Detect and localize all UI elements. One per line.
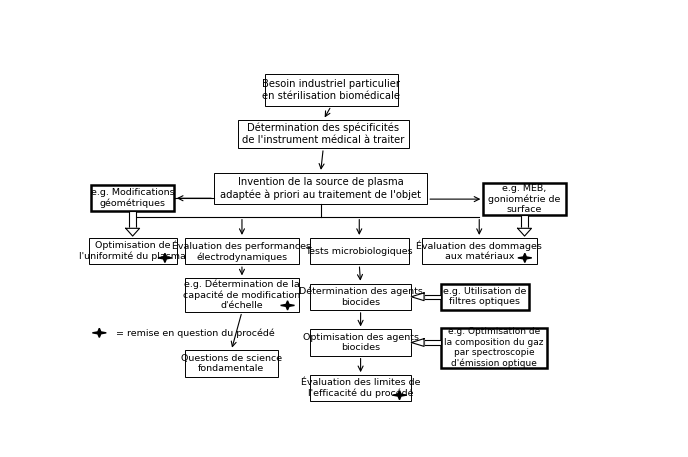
Text: Tests microbiologiques: Tests microbiologiques bbox=[305, 246, 413, 255]
FancyBboxPatch shape bbox=[310, 283, 411, 310]
FancyBboxPatch shape bbox=[440, 328, 547, 368]
Polygon shape bbox=[281, 301, 294, 310]
Text: e.g. Utilisation de
filtres optiques: e.g. Utilisation de filtres optiques bbox=[443, 287, 526, 307]
Bar bbox=[424, 340, 440, 345]
Polygon shape bbox=[158, 253, 172, 262]
FancyBboxPatch shape bbox=[238, 120, 409, 148]
FancyBboxPatch shape bbox=[310, 375, 411, 401]
Text: e.g. MEB,
goniométrie de
surface: e.g. MEB, goniométrie de surface bbox=[488, 184, 561, 214]
FancyBboxPatch shape bbox=[265, 74, 398, 106]
Text: Détermination des spécificités
de l'instrument médical à traiter: Détermination des spécificités de l'inst… bbox=[242, 123, 405, 145]
FancyBboxPatch shape bbox=[184, 351, 278, 377]
Polygon shape bbox=[411, 293, 424, 301]
Text: Évaluation des limites de
l'efficacité du procédé: Évaluation des limites de l'efficacité d… bbox=[301, 378, 420, 398]
Text: Évaluation des dommages
aux matériaux: Évaluation des dommages aux matériaux bbox=[416, 240, 542, 261]
FancyBboxPatch shape bbox=[422, 238, 537, 264]
Bar bbox=[129, 212, 136, 228]
Text: e.g. Optimisation de
la composition du gaz
par spectroscopie
d'émission optique: e.g. Optimisation de la composition du g… bbox=[444, 327, 544, 368]
FancyBboxPatch shape bbox=[92, 185, 174, 212]
Text: Invention de la source de plasma
adaptée à priori au traitement de l'objet: Invention de la source de plasma adaptée… bbox=[220, 177, 421, 200]
Text: e.g. Détermination de la
capacité de modification
d'échelle: e.g. Détermination de la capacité de mod… bbox=[183, 280, 301, 310]
Text: = remise en question du procédé: = remise en question du procédé bbox=[116, 328, 275, 338]
Polygon shape bbox=[92, 328, 106, 337]
Text: Besoin industriel particulier
en stérilisation biomédicale: Besoin industriel particulier en stérili… bbox=[262, 79, 400, 101]
Bar bbox=[424, 295, 440, 299]
FancyBboxPatch shape bbox=[310, 329, 411, 356]
Polygon shape bbox=[517, 228, 532, 236]
Polygon shape bbox=[126, 228, 140, 236]
Polygon shape bbox=[411, 339, 424, 346]
FancyBboxPatch shape bbox=[184, 238, 299, 264]
FancyBboxPatch shape bbox=[214, 173, 427, 204]
FancyBboxPatch shape bbox=[483, 183, 566, 215]
Text: Questions de science
fondamentale: Questions de science fondamentale bbox=[181, 354, 282, 373]
FancyBboxPatch shape bbox=[184, 278, 299, 312]
FancyBboxPatch shape bbox=[310, 238, 409, 264]
Polygon shape bbox=[393, 391, 407, 400]
Text: Évaluation des performances
électrodynamiques: Évaluation des performances électrodynam… bbox=[173, 240, 312, 262]
FancyBboxPatch shape bbox=[440, 283, 528, 310]
Text: Détermination des agents
biocides: Détermination des agents biocides bbox=[299, 287, 422, 307]
Text: Optimisation de
l'uniformité du plasma: Optimisation de l'uniformité du plasma bbox=[79, 241, 186, 261]
Bar bbox=[522, 215, 528, 228]
Polygon shape bbox=[518, 253, 532, 262]
Text: e.g. Modifications
géométriques: e.g. Modifications géométriques bbox=[91, 188, 175, 208]
FancyBboxPatch shape bbox=[89, 238, 177, 264]
Text: Optimisation des agents
biocides: Optimisation des agents biocides bbox=[303, 333, 418, 352]
